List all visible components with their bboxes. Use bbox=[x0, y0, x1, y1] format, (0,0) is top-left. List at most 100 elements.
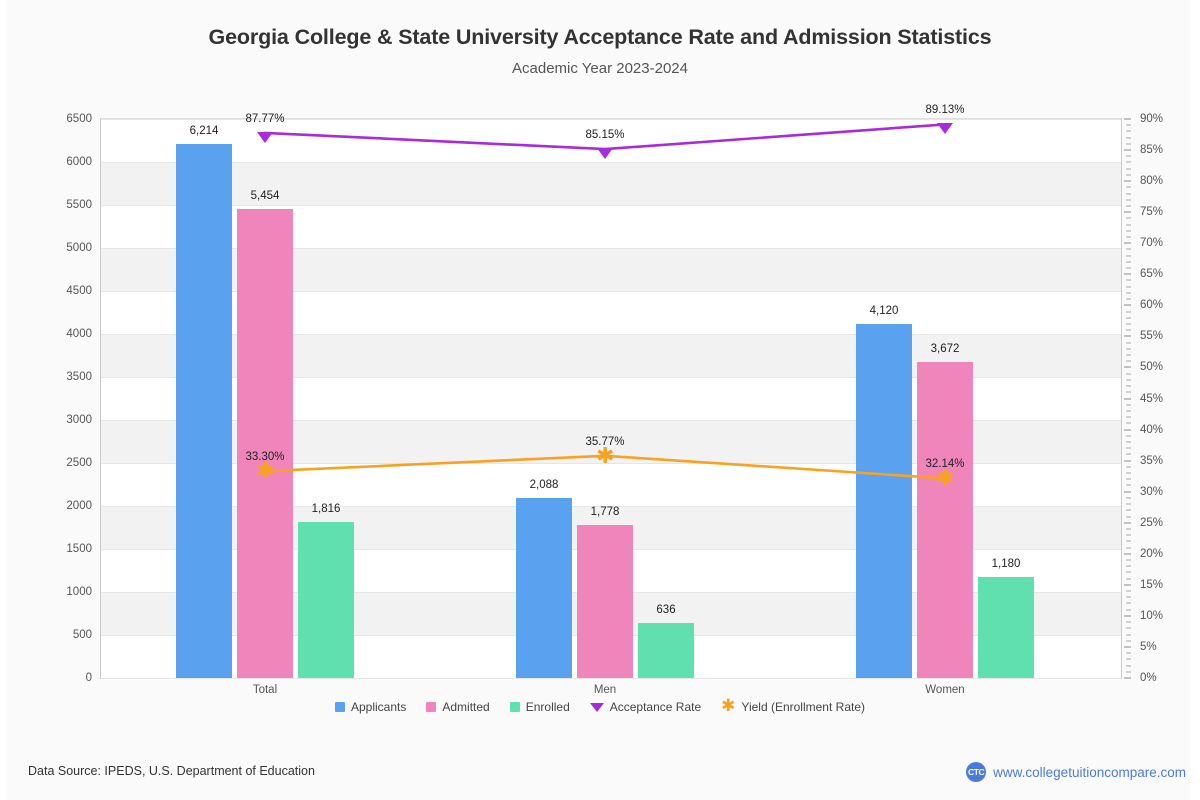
left-axis-tick-label: 3000 bbox=[66, 414, 92, 426]
right-axis-tick-label: 50% bbox=[1140, 361, 1164, 374]
down-triangle-icon[interactable] bbox=[597, 148, 613, 160]
right-axis-minor-tick bbox=[1126, 385, 1131, 387]
bar-value-label: 1,778 bbox=[590, 506, 620, 519]
left-axis-tick-label: 3500 bbox=[66, 371, 92, 383]
bar-value-label: 1,816 bbox=[311, 502, 341, 515]
right-axis-minor-tick bbox=[1126, 453, 1131, 455]
right-axis-minor-tick bbox=[1126, 286, 1131, 288]
right-axis-tick-mark bbox=[1124, 429, 1131, 431]
right-axis-minor-tick bbox=[1126, 652, 1131, 654]
line-point-value-label: 85.15% bbox=[585, 129, 625, 142]
right-axis-tick-mark bbox=[1124, 584, 1131, 586]
right-axis-minor-tick bbox=[1126, 205, 1131, 207]
right-axis-minor-tick bbox=[1126, 298, 1131, 300]
right-axis-tick-label: 70% bbox=[1140, 237, 1164, 250]
right-axis-minor-tick bbox=[1126, 342, 1131, 344]
down-triangle-icon bbox=[589, 703, 604, 712]
x-axis-category-total: Total bbox=[252, 684, 278, 696]
right-axis-tick-mark bbox=[1124, 615, 1131, 617]
left-axis-tick-label: 5500 bbox=[66, 199, 92, 211]
right-axis-minor-tick bbox=[1126, 534, 1131, 536]
right-axis-minor-tick bbox=[1126, 348, 1131, 350]
legend-item-acceptance-rate[interactable]: Acceptance Rate bbox=[589, 700, 701, 714]
right-axis-minor-tick bbox=[1126, 621, 1131, 623]
right-axis-minor-tick bbox=[1126, 255, 1131, 257]
right-axis-minor-tick bbox=[1126, 410, 1131, 412]
star-icon: ✱ bbox=[721, 696, 736, 715]
x-axis-category-women: Women bbox=[925, 684, 965, 696]
right-axis-tick-label: 65% bbox=[1140, 268, 1164, 281]
background-band bbox=[101, 162, 1121, 205]
bar-value-label: 3,672 bbox=[930, 343, 960, 356]
legend-swatch-icon bbox=[426, 702, 437, 712]
legend-item-yield-enrollment-rate-[interactable]: ✱ Yield (Enrollment Rate) bbox=[721, 696, 865, 715]
gridline bbox=[101, 678, 1121, 679]
legend-item-admitted[interactable]: Admitted bbox=[426, 700, 490, 714]
right-axis-minor-tick bbox=[1126, 571, 1131, 573]
right-axis-minor-tick bbox=[1126, 329, 1131, 331]
right-axis-minor-tick bbox=[1126, 323, 1131, 325]
right-axis-minor-tick bbox=[1126, 658, 1131, 660]
right-axis-tick-mark bbox=[1124, 398, 1131, 399]
left-axis-tick-label: 4000 bbox=[66, 328, 92, 340]
right-axis-tick-mark bbox=[1124, 553, 1131, 555]
right-axis-minor-tick bbox=[1126, 602, 1131, 604]
right-axis-tick-label: 85% bbox=[1140, 144, 1164, 157]
right-axis-tick-label: 90% bbox=[1140, 113, 1164, 125]
line-point-value-label: 87.77% bbox=[245, 112, 285, 125]
bar-admitted-women[interactable] bbox=[917, 362, 973, 678]
right-axis-tick-mark bbox=[1124, 242, 1131, 244]
right-axis-minor-tick bbox=[1126, 435, 1131, 437]
bar-enrolled-women[interactable] bbox=[978, 576, 1034, 678]
bar-value-label: 1,180 bbox=[991, 557, 1021, 570]
page-subtitle: Academic Year 2023-2024 bbox=[512, 60, 688, 77]
left-axis-tick-label: 1500 bbox=[66, 543, 92, 555]
legend-swatch-icon bbox=[334, 702, 345, 712]
bar-admitted-total[interactable] bbox=[237, 208, 293, 678]
line-point-value-label: 35.77% bbox=[585, 435, 625, 448]
right-axis-minor-tick bbox=[1126, 540, 1131, 542]
right-axis-minor-tick bbox=[1126, 559, 1131, 561]
right-axis-minor-tick bbox=[1126, 509, 1131, 511]
right-axis-minor-tick bbox=[1126, 230, 1131, 232]
right-axis-tick-mark bbox=[1124, 211, 1131, 213]
bar-admitted-men[interactable] bbox=[577, 525, 633, 678]
gridline bbox=[101, 162, 1121, 163]
right-axis-tick-label: 55% bbox=[1140, 330, 1164, 343]
legend-item-enrolled[interactable]: Enrolled bbox=[509, 700, 570, 714]
site-watermark[interactable]: CTC www.collegetuitioncompare.com bbox=[966, 762, 1186, 782]
legend-item-label: Admitted bbox=[442, 700, 490, 714]
legend-item-applicants[interactable]: Applicants bbox=[334, 700, 406, 714]
right-axis-tick-mark bbox=[1124, 118, 1131, 120]
right-axis-minor-tick bbox=[1126, 484, 1131, 486]
bar-applicants-women[interactable] bbox=[856, 323, 912, 678]
right-axis-minor-tick bbox=[1126, 261, 1131, 263]
left-axis-tick-label: 6500 bbox=[66, 113, 92, 125]
left-axis-tick-label: 6000 bbox=[66, 156, 92, 168]
right-axis-tick-label: 45% bbox=[1140, 392, 1164, 405]
legend-item-label: Enrolled bbox=[525, 700, 570, 714]
right-axis-minor-tick bbox=[1126, 155, 1131, 157]
star-icon[interactable]: ✱ bbox=[596, 442, 615, 468]
down-triangle-icon[interactable] bbox=[257, 131, 273, 143]
right-axis-tick-mark bbox=[1124, 304, 1131, 306]
star-icon[interactable]: ✱ bbox=[256, 458, 275, 484]
bar-applicants-men[interactable] bbox=[516, 498, 572, 678]
right-axis-minor-tick bbox=[1126, 497, 1131, 499]
down-triangle-icon[interactable] bbox=[937, 123, 953, 135]
bar-value-label: 4,120 bbox=[869, 304, 899, 317]
bar-enrolled-men[interactable] bbox=[638, 623, 694, 678]
right-axis-minor-tick bbox=[1126, 124, 1131, 126]
bar-applicants-total[interactable] bbox=[176, 143, 232, 678]
right-axis-minor-tick bbox=[1126, 640, 1131, 642]
star-icon[interactable]: ✱ bbox=[936, 465, 955, 491]
right-axis-minor-tick bbox=[1126, 168, 1131, 170]
bar-enrolled-total[interactable] bbox=[298, 521, 354, 678]
right-axis-tick-mark bbox=[1124, 335, 1131, 337]
bar-value-label: 5,454 bbox=[250, 189, 280, 202]
data-source-note: Data Source: IPEDS, U.S. Department of E… bbox=[28, 764, 315, 778]
right-axis-tick-label: 40% bbox=[1140, 423, 1164, 436]
right-axis-minor-tick bbox=[1126, 478, 1131, 480]
right-axis-tick-mark bbox=[1124, 677, 1131, 679]
